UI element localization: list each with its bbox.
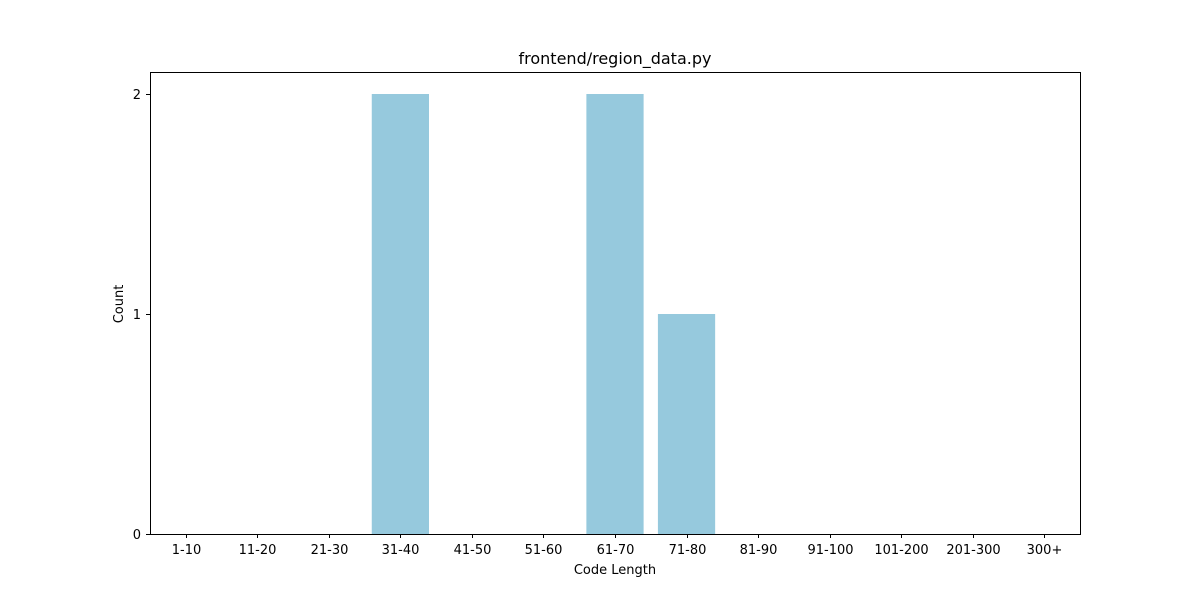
y-axis-label: Count	[112, 285, 127, 324]
x-tick-label-31-40: 31-40	[382, 543, 420, 558]
x-tick-label-201-300: 201-300	[946, 543, 1000, 558]
bars-layer	[371, 94, 716, 534]
x-tick-label-1-10: 1-10	[172, 543, 202, 558]
bar-61-70	[586, 94, 644, 534]
x-axis: 1-10 11-20 21-30 31-40 41-50 51-60 61-70 71-80 8…	[172, 534, 1063, 558]
y-tick-label-0: 0	[133, 528, 141, 543]
bar-31-40	[371, 94, 429, 534]
y-tick-label-2: 2	[133, 88, 141, 103]
y-axis: 0 1 2	[133, 88, 150, 543]
x-tick-label-21-30: 21-30	[311, 543, 349, 558]
bar-71-80	[657, 314, 716, 534]
y-tick-label-1: 1	[133, 308, 141, 323]
x-tick-label-101-200: 101-200	[874, 543, 928, 558]
x-tick-label-41-50: 41-50	[454, 543, 492, 558]
x-tick-label-71-80: 71-80	[669, 543, 707, 558]
x-tick-label-300+: 300+	[1027, 543, 1063, 558]
chart-title: frontend/region_data.py	[519, 49, 712, 69]
x-tick-label-61-70: 61-70	[597, 543, 635, 558]
x-tick-label-91-100: 91-100	[807, 543, 853, 558]
x-tick-label-51-60: 51-60	[525, 543, 563, 558]
x-axis-label: Code Length	[574, 563, 656, 578]
x-tick-label-11-20: 11-20	[239, 543, 277, 558]
x-tick-label-81-90: 81-90	[740, 543, 778, 558]
